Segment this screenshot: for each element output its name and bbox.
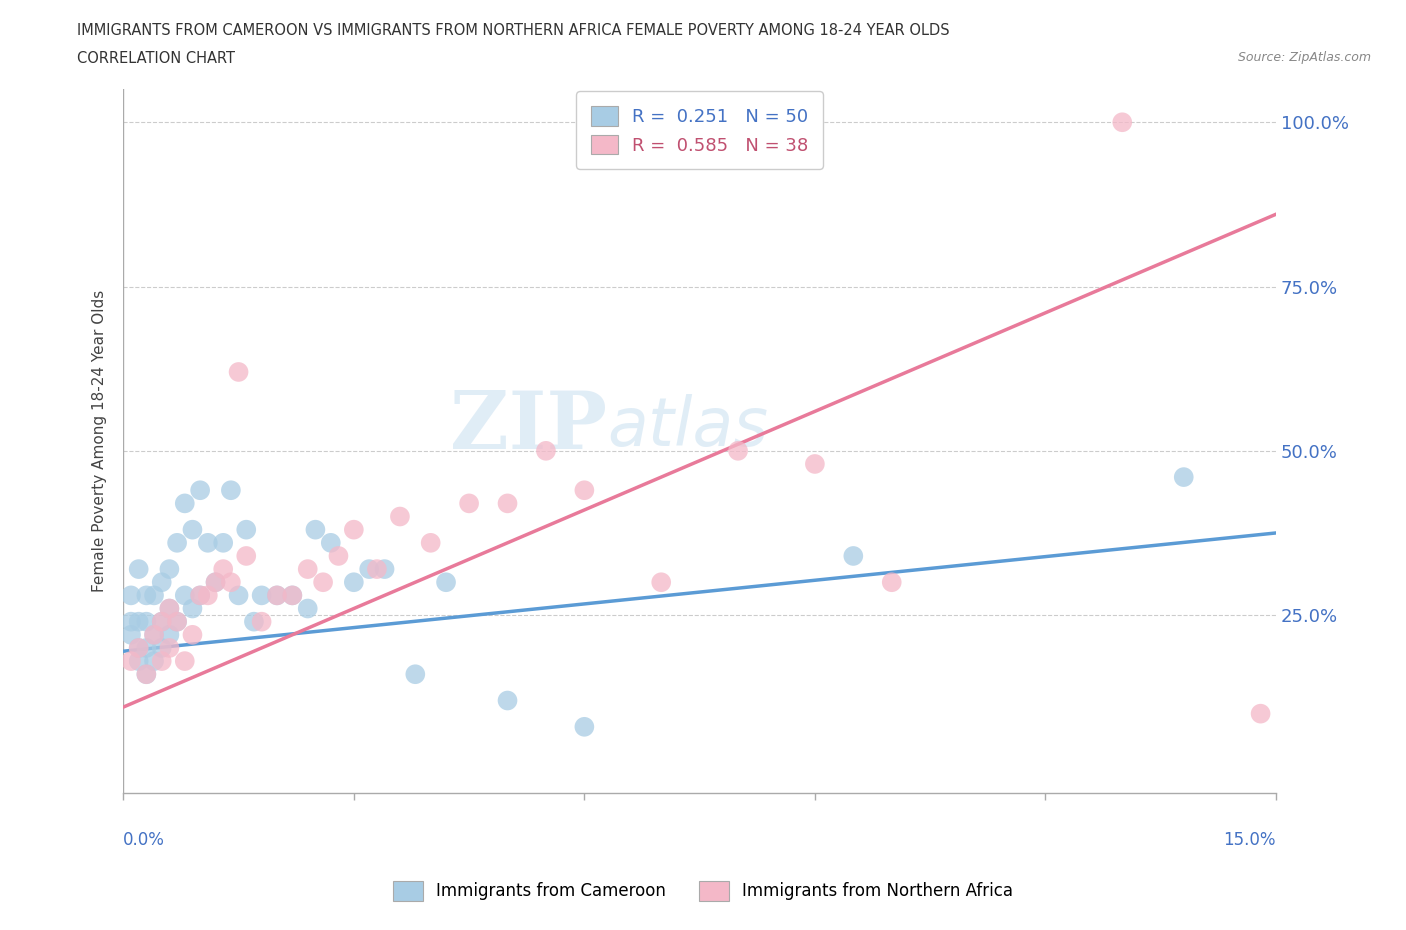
Point bbox=[120, 588, 142, 603]
Point bbox=[188, 588, 211, 603]
Point bbox=[135, 614, 157, 629]
Point bbox=[250, 588, 273, 603]
Text: CORRELATION CHART: CORRELATION CHART bbox=[77, 51, 235, 66]
Point bbox=[359, 562, 381, 577]
Point bbox=[135, 588, 157, 603]
Point bbox=[128, 641, 150, 656]
Point bbox=[574, 483, 596, 498]
Point bbox=[166, 614, 188, 629]
Point bbox=[157, 601, 180, 616]
Text: atlas: atlas bbox=[607, 394, 769, 460]
Text: IMMIGRANTS FROM CAMEROON VS IMMIGRANTS FROM NORTHERN AFRICA FEMALE POVERTY AMONG: IMMIGRANTS FROM CAMEROON VS IMMIGRANTS F… bbox=[77, 23, 950, 38]
Point bbox=[135, 667, 157, 682]
Point bbox=[228, 588, 250, 603]
Point bbox=[128, 562, 150, 577]
Point bbox=[419, 536, 441, 551]
Point bbox=[143, 628, 166, 643]
Point bbox=[328, 549, 350, 564]
Point bbox=[243, 614, 266, 629]
Point bbox=[281, 588, 304, 603]
Point bbox=[150, 654, 173, 669]
Point bbox=[297, 562, 319, 577]
Point bbox=[880, 575, 903, 590]
Legend: Immigrants from Cameroon, Immigrants from Northern Africa: Immigrants from Cameroon, Immigrants fro… bbox=[385, 874, 1021, 908]
Point bbox=[404, 667, 426, 682]
Point bbox=[219, 483, 242, 498]
Point bbox=[266, 588, 288, 603]
Point bbox=[135, 667, 157, 682]
Text: 15.0%: 15.0% bbox=[1223, 831, 1277, 849]
Point bbox=[250, 614, 273, 629]
Point bbox=[343, 523, 366, 538]
Point bbox=[312, 575, 335, 590]
Point bbox=[1250, 706, 1272, 721]
Point bbox=[128, 641, 150, 656]
Point bbox=[150, 575, 173, 590]
Point bbox=[181, 628, 204, 643]
Point bbox=[458, 496, 481, 511]
Point bbox=[281, 588, 304, 603]
Point bbox=[181, 523, 204, 538]
Point bbox=[143, 654, 166, 669]
Point bbox=[534, 444, 557, 458]
Point bbox=[166, 614, 188, 629]
Point bbox=[374, 562, 396, 577]
Point bbox=[266, 588, 288, 603]
Point bbox=[204, 575, 226, 590]
Point bbox=[228, 365, 250, 379]
Point bbox=[1173, 470, 1195, 485]
Point bbox=[574, 720, 596, 735]
Point bbox=[128, 614, 150, 629]
Point bbox=[150, 641, 173, 656]
Point bbox=[297, 601, 319, 616]
Point bbox=[150, 614, 173, 629]
Point bbox=[366, 562, 388, 577]
Point bbox=[173, 588, 195, 603]
Point bbox=[204, 575, 226, 590]
Y-axis label: Female Poverty Among 18-24 Year Olds: Female Poverty Among 18-24 Year Olds bbox=[93, 290, 107, 592]
Point bbox=[235, 523, 257, 538]
Point bbox=[173, 496, 195, 511]
Point bbox=[128, 654, 150, 669]
Point bbox=[120, 654, 142, 669]
Legend: R =  0.251   N = 50, R =  0.585   N = 38: R = 0.251 N = 50, R = 0.585 N = 38 bbox=[576, 91, 823, 169]
Point bbox=[343, 575, 366, 590]
Point bbox=[157, 562, 180, 577]
Point bbox=[650, 575, 672, 590]
Point bbox=[188, 483, 211, 498]
Point bbox=[197, 588, 219, 603]
Text: Source: ZipAtlas.com: Source: ZipAtlas.com bbox=[1237, 51, 1371, 64]
Point bbox=[496, 496, 519, 511]
Point bbox=[496, 693, 519, 708]
Point bbox=[181, 601, 204, 616]
Point bbox=[212, 562, 235, 577]
Point bbox=[434, 575, 457, 590]
Point bbox=[120, 628, 142, 643]
Point bbox=[212, 536, 235, 551]
Point bbox=[157, 601, 180, 616]
Point bbox=[842, 549, 865, 564]
Text: 0.0%: 0.0% bbox=[124, 831, 165, 849]
Point bbox=[304, 523, 326, 538]
Point bbox=[188, 588, 211, 603]
Point bbox=[197, 536, 219, 551]
Point bbox=[166, 536, 188, 551]
Point bbox=[235, 549, 257, 564]
Point bbox=[120, 614, 142, 629]
Point bbox=[727, 444, 749, 458]
Point bbox=[157, 641, 180, 656]
Text: ZIP: ZIP bbox=[450, 388, 607, 466]
Point bbox=[219, 575, 242, 590]
Point bbox=[135, 641, 157, 656]
Point bbox=[150, 614, 173, 629]
Point bbox=[1111, 114, 1133, 129]
Point bbox=[157, 628, 180, 643]
Point bbox=[319, 536, 342, 551]
Point bbox=[143, 628, 166, 643]
Point bbox=[173, 654, 195, 669]
Point bbox=[804, 457, 827, 472]
Point bbox=[143, 588, 166, 603]
Point bbox=[388, 509, 411, 524]
